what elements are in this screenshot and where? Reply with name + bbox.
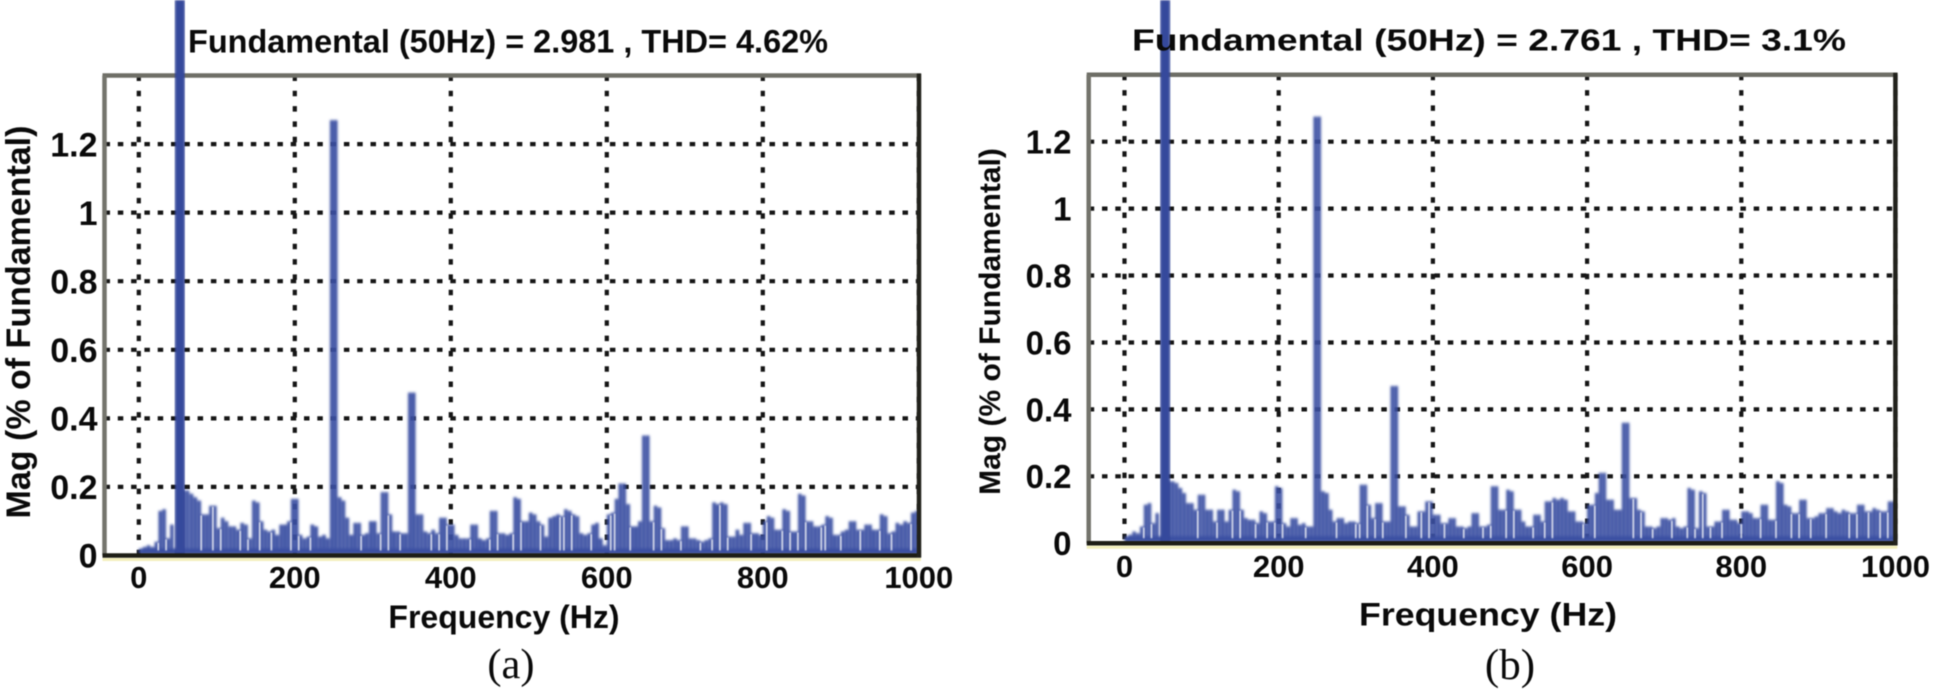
svg-text:(a): (a): [487, 641, 534, 688]
svg-text:Frequency (Hz): Frequency (Hz): [1359, 597, 1617, 633]
svg-text:200: 200: [269, 560, 321, 595]
svg-text:0.8: 0.8: [1026, 257, 1072, 294]
svg-text:Fundamental (50Hz) = 2.761 , T: Fundamental (50Hz) = 2.761 , THD= 3.1%: [1132, 23, 1846, 58]
svg-text:0.8: 0.8: [50, 264, 97, 302]
svg-text:1: 1: [1053, 191, 1071, 228]
svg-text:0: 0: [1116, 549, 1133, 584]
svg-text:(b): (b): [1485, 642, 1535, 689]
svg-text:600: 600: [581, 560, 633, 595]
svg-text:0.2: 0.2: [1026, 458, 1072, 495]
svg-text:0: 0: [1053, 525, 1071, 562]
svg-text:1000: 1000: [1861, 549, 1930, 584]
svg-text:800: 800: [737, 560, 789, 595]
svg-text:Frequency (Hz): Frequency (Hz): [388, 599, 619, 635]
svg-text:0: 0: [130, 560, 147, 595]
svg-text:Fundamental (50Hz) = 2.981 , T: Fundamental (50Hz) = 2.981 , THD= 4.62%: [188, 24, 828, 60]
svg-text:400: 400: [425, 560, 477, 595]
svg-text:0.2: 0.2: [50, 469, 97, 507]
svg-text:1.2: 1.2: [50, 126, 97, 164]
svg-text:600: 600: [1561, 549, 1613, 584]
svg-text:Mag (% of Fundamental): Mag (% of Fundamental): [0, 126, 38, 519]
svg-text:0.6: 0.6: [1026, 324, 1072, 361]
svg-text:0.4: 0.4: [1026, 391, 1073, 428]
svg-text:400: 400: [1407, 549, 1459, 584]
svg-text:200: 200: [1253, 549, 1305, 584]
svg-text:0: 0: [79, 538, 98, 576]
svg-text:1.2: 1.2: [1026, 124, 1072, 161]
svg-text:1000: 1000: [884, 560, 953, 595]
svg-text:0.6: 0.6: [50, 332, 97, 370]
svg-text:Mag (% of Fundamental): Mag (% of Fundamental): [974, 148, 1007, 495]
svg-text:1: 1: [79, 195, 98, 233]
svg-text:0.4: 0.4: [50, 401, 97, 439]
svg-text:800: 800: [1715, 549, 1767, 584]
